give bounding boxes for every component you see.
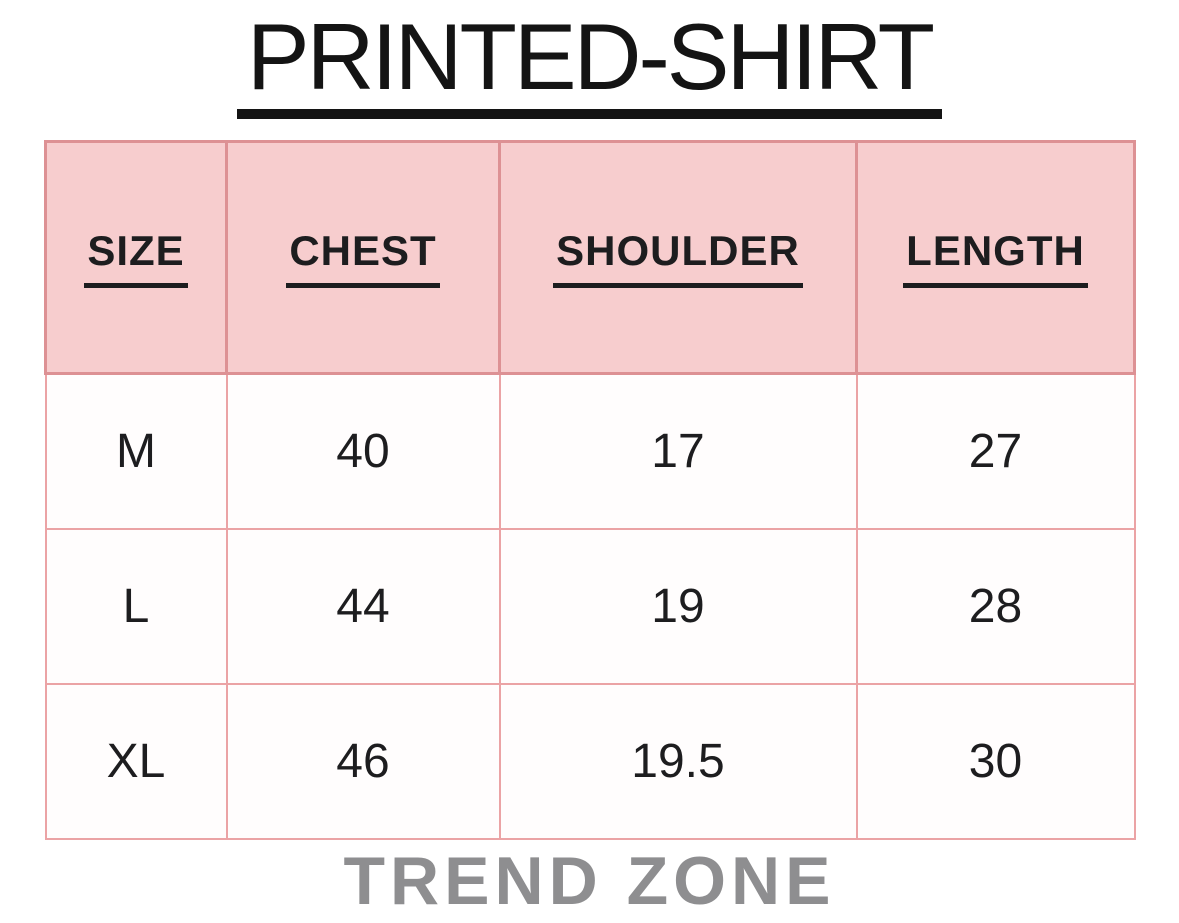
cell-shoulder-m: 17 (498, 372, 858, 530)
cell-size-m: M (44, 372, 228, 530)
cell-chest-m: 40 (225, 372, 501, 530)
size-chart-table: SIZE CHEST SHOULDER LENGTH M 40 17 27 L … (44, 140, 1136, 840)
table-header-row: SIZE CHEST SHOULDER LENGTH (44, 140, 1136, 375)
cell-chest-l: 44 (225, 527, 501, 685)
cell-size-xl: XL (44, 682, 228, 840)
cell-chest-xl: 46 (225, 682, 501, 840)
cell-length-l: 28 (855, 527, 1136, 685)
table-row-m: M 40 17 27 (44, 372, 1136, 530)
table-row-xl: XL 46 19.5 30 (44, 682, 1136, 840)
header-shoulder: SHOULDER (498, 140, 858, 375)
header-shoulder-label: SHOULDER (553, 227, 803, 288)
title-container: PRINTED-SHIRT (0, 0, 1179, 119)
cell-shoulder-l: 19 (498, 527, 858, 685)
cell-length-xl: 30 (855, 682, 1136, 840)
brand-footer: TREND ZONE (343, 843, 836, 919)
header-size-label: SIZE (84, 227, 188, 288)
cell-size-l: L (44, 527, 228, 685)
header-length: LENGTH (855, 140, 1136, 375)
cell-length-m: 27 (855, 372, 1136, 530)
cell-shoulder-xl: 19.5 (498, 682, 858, 840)
header-size: SIZE (44, 140, 228, 375)
page-title: PRINTED-SHIRT (236, 10, 943, 119)
header-length-label: LENGTH (903, 227, 1088, 288)
table-row-l: L 44 19 28 (44, 527, 1136, 685)
header-chest: CHEST (225, 140, 501, 375)
header-chest-label: CHEST (286, 227, 440, 288)
